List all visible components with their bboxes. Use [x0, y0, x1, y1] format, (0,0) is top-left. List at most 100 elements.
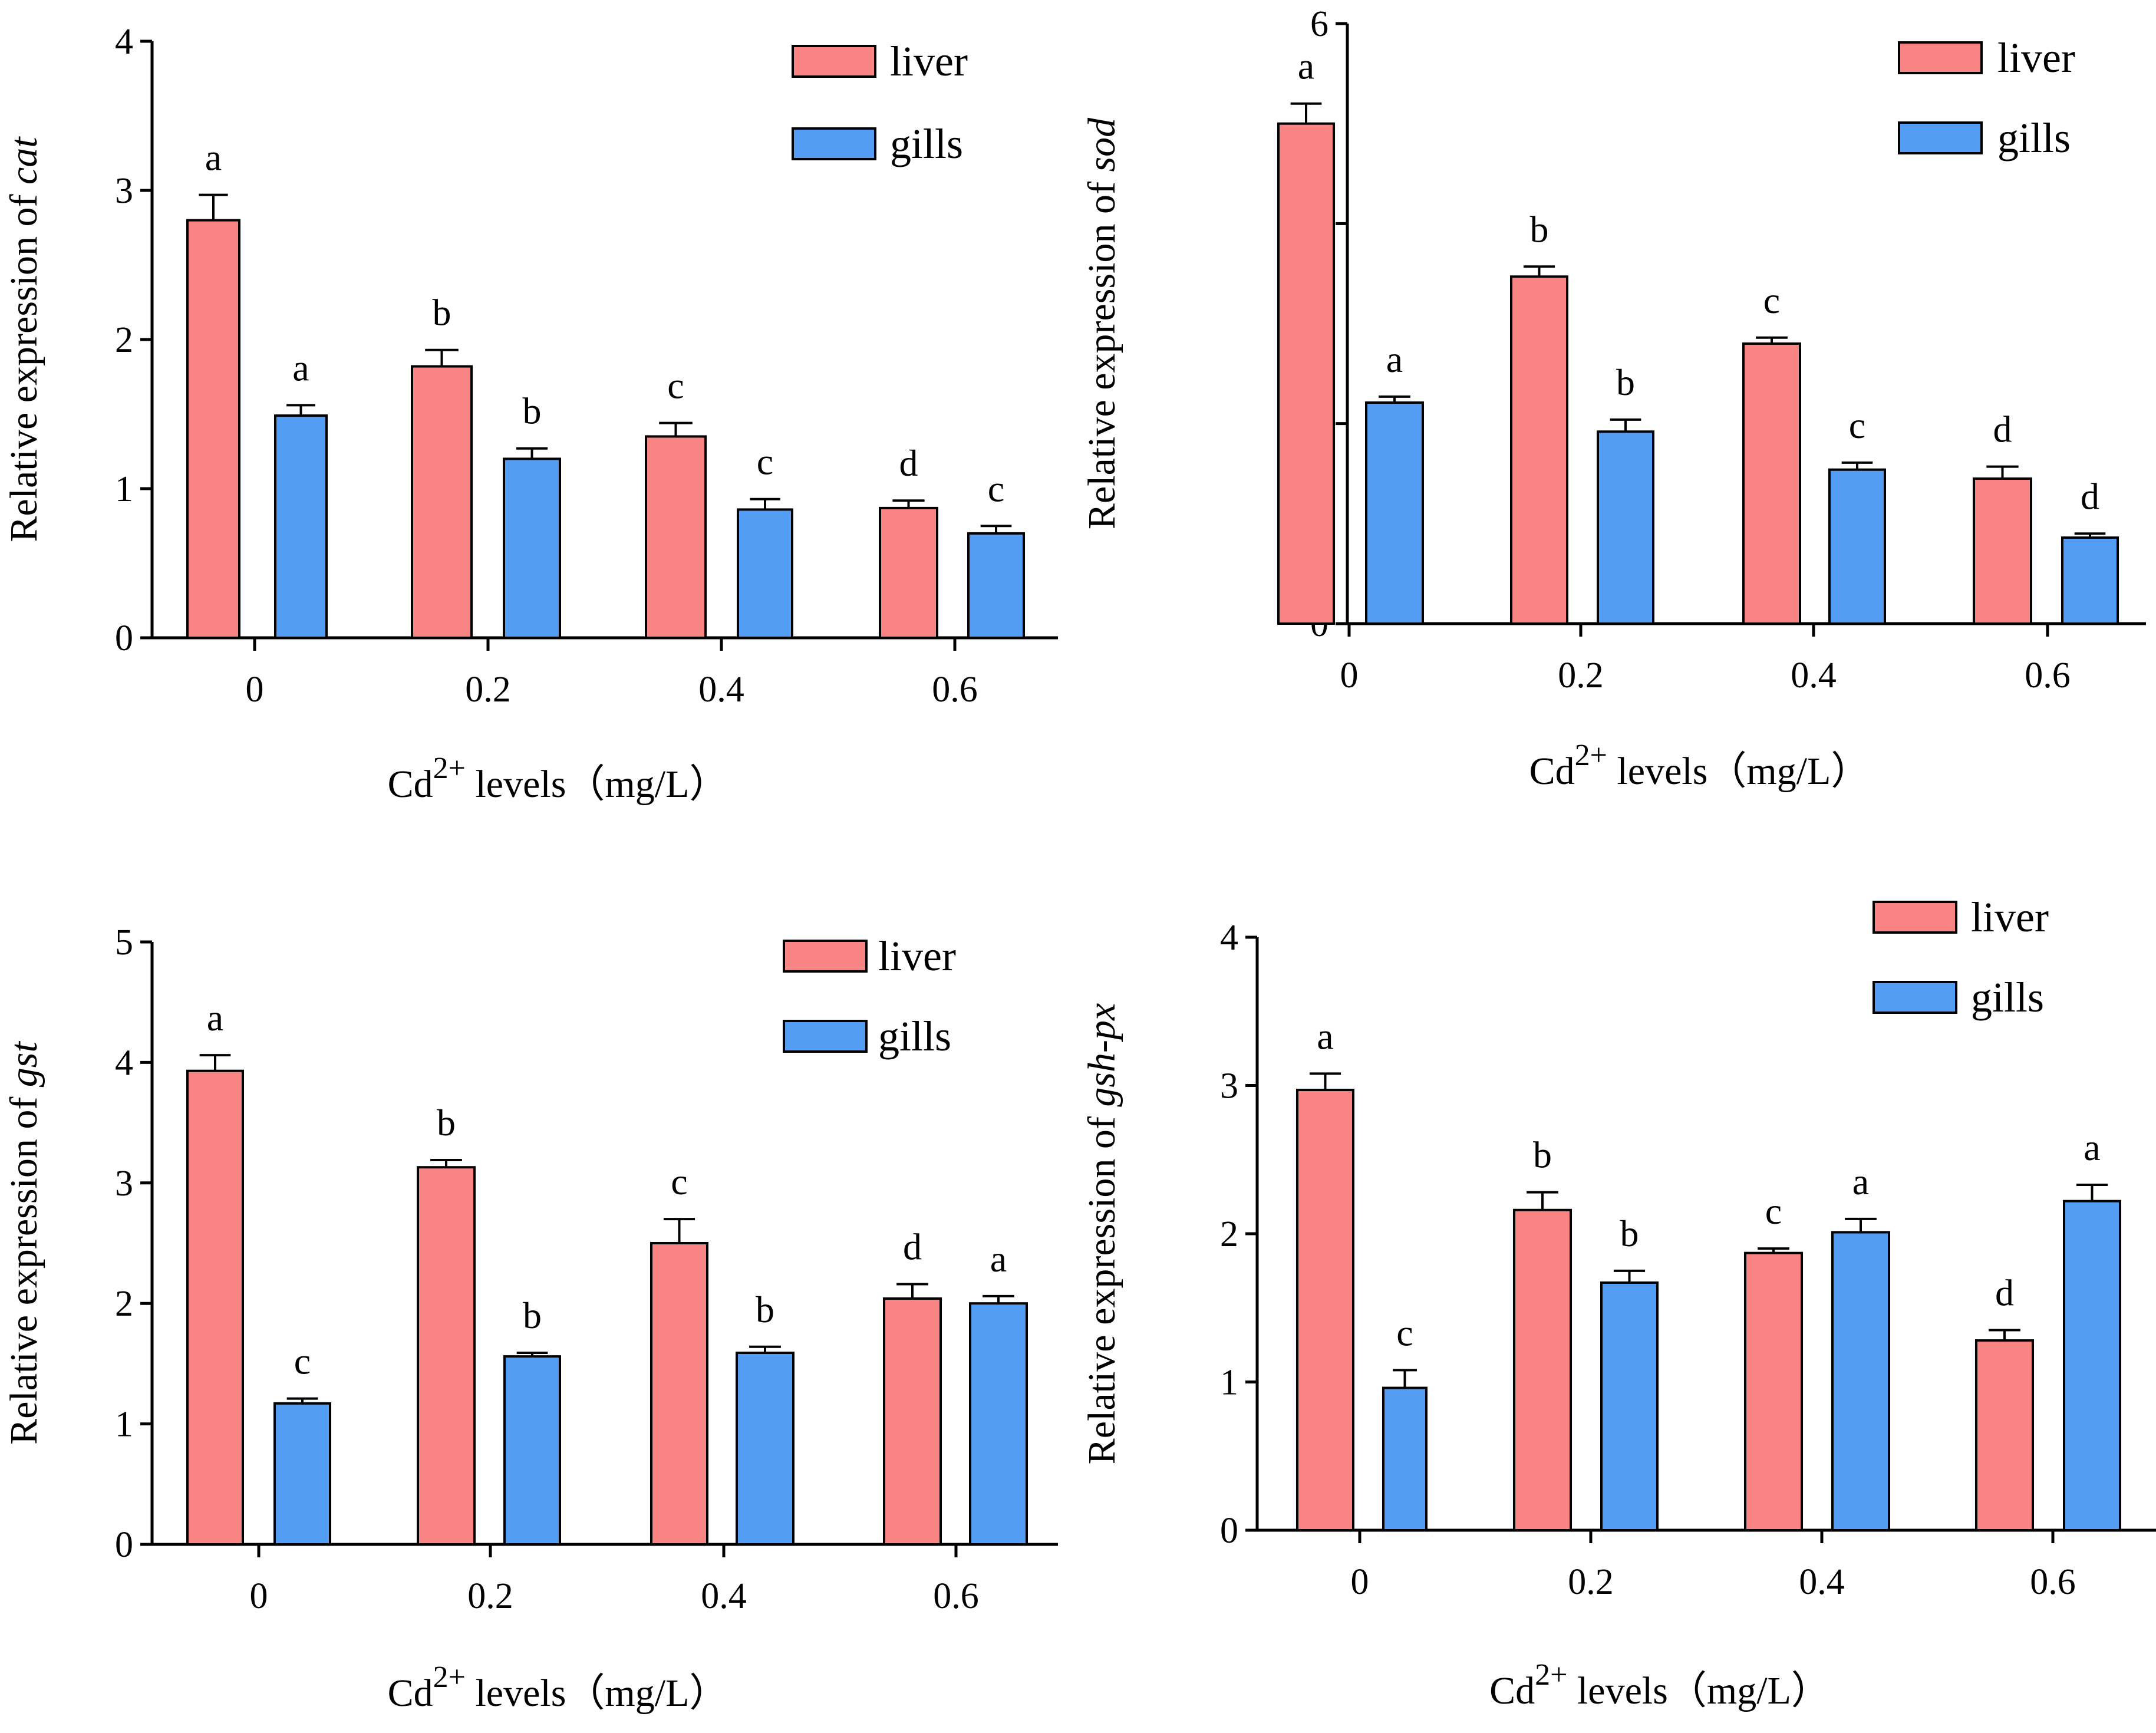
y-tick-label: 4 — [1220, 918, 1238, 958]
y-axis-title: Relative expression of cat — [2, 136, 45, 542]
significance-letter-liver: a — [1298, 45, 1314, 87]
x-tick-label: 0.2 — [1568, 1562, 1614, 1602]
x-axis-title: Cd2+ levels（mg/L） — [388, 752, 728, 806]
legend-label-liver: liver — [1971, 894, 2049, 941]
significance-letter-liver: d — [903, 1225, 922, 1267]
y-axis-title-prefix: Relative expression of — [2, 184, 45, 542]
bar-liver — [879, 506, 938, 640]
x-axis-title-main: Cd — [1529, 750, 1575, 793]
y-tick-label: 1 — [115, 1405, 133, 1445]
y-tick-label: 4 — [115, 22, 133, 62]
x-axis-title-superscript: 2+ — [433, 752, 466, 785]
bar-liver — [1277, 122, 1335, 625]
bar-liver — [1742, 342, 1801, 625]
significance-letter-liver: d — [899, 442, 918, 484]
x-tick-label: 0.2 — [1558, 655, 1604, 696]
x-axis-title: Cd2+ levels（mg/L） — [1529, 739, 1870, 793]
y-tick-label: 3 — [1220, 1066, 1238, 1106]
x-tick-label: 0.2 — [467, 1576, 513, 1616]
bar-gills — [1597, 430, 1654, 625]
bar-gills — [1828, 468, 1886, 625]
legend-swatch-liver — [792, 45, 876, 78]
significance-letter-gills: a — [990, 1238, 1007, 1280]
significance-letter-liver: c — [1765, 1190, 1782, 1232]
x-axis-title-rest: levels（mg/L） — [466, 1672, 728, 1715]
y-tick-label: 6 — [1310, 4, 1328, 44]
significance-letter-gills: a — [2084, 1126, 2100, 1168]
bar-liver — [1973, 477, 2032, 625]
significance-letter-gills: c — [757, 441, 773, 483]
bar-liver — [1510, 275, 1568, 625]
y-axis-title-prefix: Relative expression of — [1080, 1107, 1123, 1465]
x-axis-title-superscript: 2+ — [433, 1660, 466, 1694]
y-tick-label: 4 — [115, 1043, 133, 1083]
bar-gills — [503, 457, 561, 640]
significance-letter-liver: a — [207, 997, 223, 1039]
x-tick-label: 0.4 — [1799, 1562, 1845, 1602]
y-axis-title-gene: gsh-px — [1080, 1003, 1123, 1107]
y-tick-label: 0 — [115, 1525, 133, 1565]
significance-letter-liver: c — [671, 1161, 687, 1202]
y-tick-label: 0 — [1220, 1511, 1238, 1551]
y-axis-title: Relative expression of gsh-px — [1080, 1003, 1123, 1465]
bar-gills — [1382, 1386, 1428, 1531]
significance-letter-gills: b — [1620, 1213, 1639, 1254]
x-tick-label: 0.6 — [2025, 655, 2071, 696]
bar-gills — [1365, 401, 1424, 625]
bar-liver — [645, 435, 707, 639]
x-tick-label: 0 — [246, 670, 264, 710]
legend-label-liver: liver — [878, 933, 956, 980]
bar-liver — [650, 1242, 708, 1546]
y-axis-title-gene: cat — [2, 136, 45, 184]
y-axis-title-gene: sod — [1080, 117, 1123, 172]
significance-letter-gills: c — [1396, 1312, 1413, 1353]
bar-gills — [969, 1302, 1028, 1546]
significance-letter-liver: a — [205, 137, 222, 179]
x-tick-label: 0 — [1351, 1562, 1369, 1602]
y-tick-label: 3 — [115, 171, 133, 211]
y-axis-title-gene: gst — [2, 1040, 45, 1087]
x-tick-label: 0 — [1340, 655, 1359, 696]
significance-letter-liver: d — [1995, 1271, 2014, 1313]
y-axis-title: Relative expression of sod — [1080, 117, 1123, 529]
y-tick-label: 1 — [115, 469, 133, 509]
legend-swatch-gills — [783, 1020, 868, 1053]
bar-gills — [274, 414, 328, 640]
x-tick-label: 0.6 — [2030, 1562, 2076, 1602]
x-axis-title-superscript: 2+ — [1575, 739, 1607, 772]
significance-letter-liver: c — [1763, 279, 1780, 321]
bar-liver — [417, 1166, 476, 1546]
legend-label-gills: gills — [1997, 114, 2071, 162]
significance-letter-gills: b — [523, 390, 542, 432]
chart-cat: 0 1 2 3 4 0 0.2 0.4 0.6 a b c d a b c c liver gills Relativ… — [2, 22, 1058, 806]
bar-liver — [1975, 1339, 2034, 1532]
bar-gills — [967, 532, 1025, 640]
significance-letter-liver: b — [437, 1102, 456, 1144]
y-tick-label: 3 — [115, 1164, 133, 1204]
bar-liver — [411, 365, 473, 639]
bar-gills — [273, 1402, 331, 1546]
x-tick-label: 0.4 — [1791, 655, 1837, 696]
legend-swatch-gills — [792, 127, 876, 160]
chart-gst: 0 1 2 3 4 5 0 0.2 0.4 0.6 a b c d c b b a liver gills Relati… — [2, 922, 1058, 1715]
x-axis-title-main: Cd — [1489, 1669, 1535, 1712]
chart-sod: 024600.20.40.6abcdabcdlivergillsRelative… — [1080, 4, 2146, 793]
significance-letter-gills: a — [1386, 338, 1403, 380]
bar-liver — [1744, 1251, 1803, 1531]
significance-letter-gills: d — [2081, 475, 2099, 517]
y-tick-label: 2 — [1220, 1214, 1238, 1254]
y-tick-label: 0 — [115, 618, 133, 658]
significance-letter-gills: c — [294, 1340, 311, 1382]
significance-letter-liver: b — [1533, 1134, 1552, 1176]
significance-letter-gills: a — [292, 347, 309, 388]
x-tick-label: 0.6 — [932, 670, 978, 710]
legend-swatch-liver — [1873, 901, 1957, 934]
bar-liver — [1296, 1089, 1354, 1532]
legend-swatch-gills — [1873, 981, 1957, 1014]
y-tick-label: 2 — [115, 320, 133, 360]
bar-gills — [1831, 1231, 1890, 1531]
x-axis-title-main: Cd — [388, 763, 433, 806]
significance-letter-liver: d — [1993, 408, 2012, 450]
y-tick-label: 5 — [115, 922, 133, 963]
bar-gills — [737, 508, 793, 639]
